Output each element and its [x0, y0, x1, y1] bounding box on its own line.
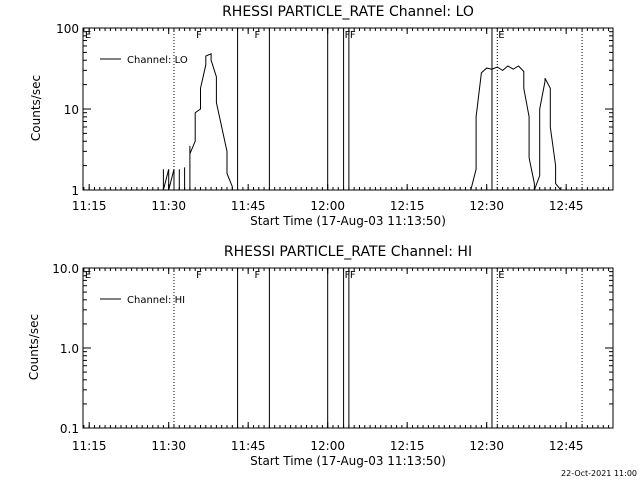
flag-label-lo: F — [350, 30, 356, 41]
x-tick-label-hi: 11:15 — [72, 439, 107, 453]
y-tick-label-hi: 10.0 — [52, 262, 79, 276]
plot-area-lo: 11:15 11:30 11:45 12:00 12:15 12:30 12:45 1 10 10… — [56, 22, 614, 213]
x-tick-label-hi: 12:15 — [390, 439, 425, 453]
flag-label-hi: F — [350, 270, 356, 281]
y-tick-label-lo: 1 — [71, 184, 79, 198]
flag-label-hi: E — [85, 270, 91, 281]
footer-date: 22-Oct-2021 11:00 — [561, 469, 637, 478]
flag-label-lo: E — [498, 30, 504, 41]
flag-label-lo: E — [85, 30, 91, 41]
x-axis-label-hi: Start Time (17-Aug-03 11:13:50) — [250, 454, 446, 468]
x-tick-label-lo: 11:15 — [72, 199, 107, 213]
flag-label-hi: F — [196, 270, 202, 281]
y-tick-label-lo: 10 — [64, 103, 79, 117]
x-tick-label-lo: 12:00 — [310, 199, 345, 213]
x-tick-label-lo: 12:15 — [390, 199, 425, 213]
plot-frame-lo — [82, 27, 614, 191]
panel-hi: RHESSI PARTICLE_RATE Channel: HI Counts/… — [27, 244, 614, 468]
flag-label-hi: F — [345, 270, 351, 281]
flag-label-lo: F — [254, 30, 260, 41]
x-tick-label-lo: 12:45 — [549, 199, 584, 213]
x-tick-label-hi: 11:30 — [151, 439, 186, 453]
plot-frame-hi — [82, 267, 614, 429]
chart-title-hi: RHESSI PARTICLE_RATE Channel: HI — [224, 244, 472, 260]
panel-lo: RHESSI PARTICLE_RATE Channel: LO Counts/… — [29, 4, 614, 228]
flag-label-hi: E — [498, 270, 504, 281]
x-tick-label-hi: 11:45 — [231, 439, 266, 453]
series-line-lo — [162, 53, 233, 191]
y-axis-label-lo: Counts/sec — [29, 75, 43, 141]
x-tick-label-hi: 12:45 — [549, 439, 584, 453]
flag-label-lo: F — [196, 30, 202, 41]
x-tick-label-lo: 12:30 — [469, 199, 504, 213]
x-tick-label-lo: 11:30 — [151, 199, 186, 213]
legend-label-hi: Channel: HI — [127, 295, 185, 306]
legend-label-lo: Channel: LO — [127, 55, 188, 66]
plot-area-hi: 11:15 11:30 11:45 12:00 12:15 12:30 12:45 0.1 1.… — [52, 262, 614, 453]
flag-label-hi: F — [254, 270, 260, 281]
x-tick-label-hi: 12:00 — [310, 439, 345, 453]
y-tick-label-hi: 0.1 — [60, 422, 79, 436]
chart-title-lo: RHESSI PARTICLE_RATE Channel: LO — [222, 4, 474, 20]
y-tick-label-hi: 1.0 — [60, 342, 79, 356]
y-axis-label-hi: Counts/sec — [27, 314, 41, 380]
y-tick-label-lo: 100 — [56, 22, 79, 36]
flag-label-lo: F — [345, 30, 351, 41]
series-line-lo — [470, 65, 562, 191]
x-tick-label-lo: 11:45 — [231, 199, 266, 213]
x-tick-label-hi: 12:30 — [469, 439, 504, 453]
x-axis-label-lo: Start Time (17-Aug-03 11:13:50) — [250, 214, 446, 228]
